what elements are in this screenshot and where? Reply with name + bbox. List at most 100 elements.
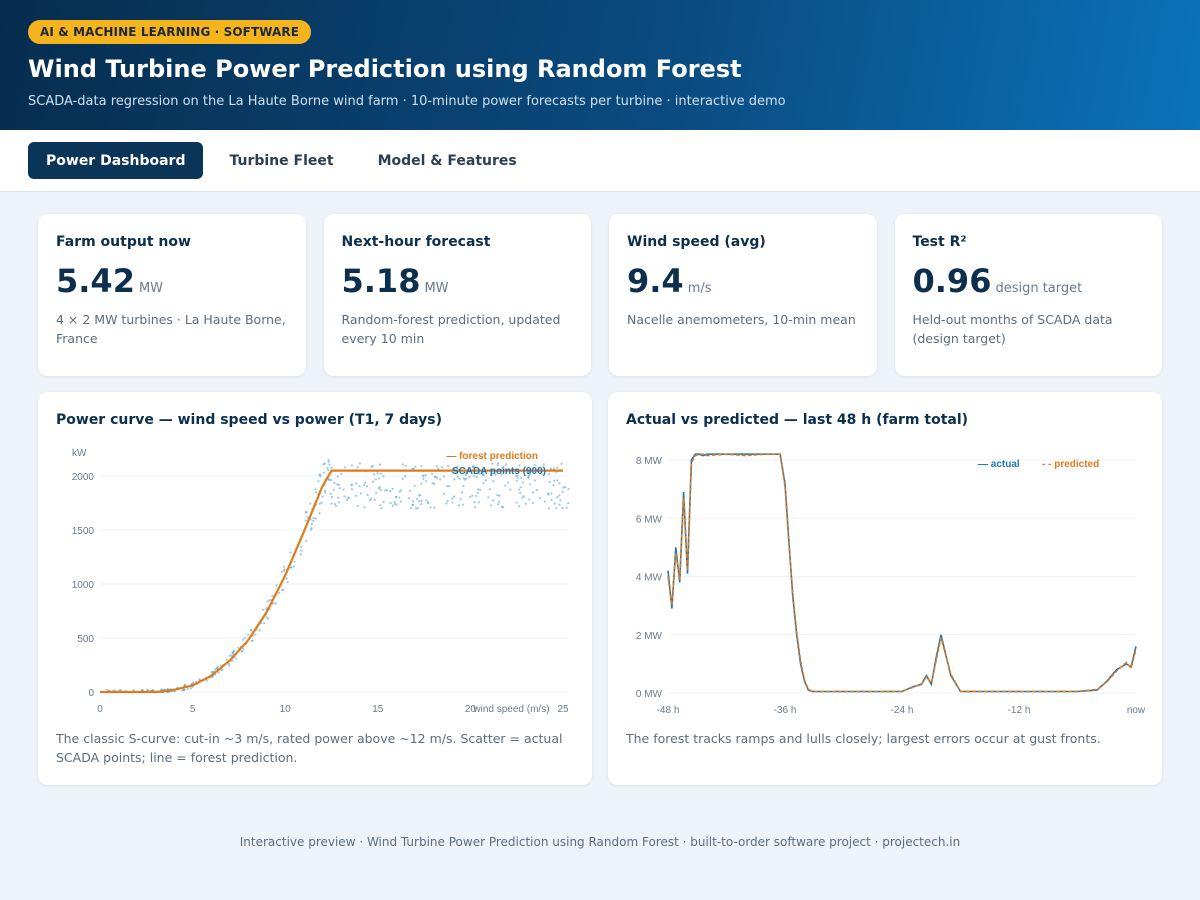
scada-point	[249, 628, 253, 631]
scada-point	[553, 479, 556, 482]
scada-point	[333, 481, 336, 485]
scada-point	[475, 475, 479, 479]
scada-point	[414, 465, 417, 468]
scada-point	[498, 494, 501, 497]
scada-point	[464, 473, 467, 477]
scada-point	[561, 507, 564, 510]
scada-point	[489, 473, 493, 476]
x-tick-label: 25	[557, 704, 569, 715]
scada-point	[240, 650, 243, 653]
y-tick-label: 1500	[72, 526, 95, 537]
scada-point	[337, 496, 340, 499]
scada-point	[422, 477, 425, 481]
scada-point	[267, 599, 271, 602]
scada-point	[228, 654, 232, 657]
scada-point	[441, 466, 444, 469]
kpi-card-next-hour-forecast: Next-hour forecast 5.18 MW Random-forest…	[323, 214, 591, 376]
scada-point	[433, 482, 436, 486]
scada-point	[458, 477, 461, 480]
scada-point	[454, 471, 457, 475]
y-tick-label: 500	[77, 634, 94, 645]
scada-point	[413, 484, 416, 487]
tab-power-dashboard[interactable]: Power Dashboard	[28, 142, 204, 179]
scada-point	[418, 500, 421, 503]
scada-point	[317, 480, 320, 483]
kpi-unit: design target	[995, 281, 1083, 296]
scada-point	[411, 503, 415, 507]
chart-caption: The forest tracks ramps and lulls closel…	[626, 731, 1101, 746]
scada-point	[549, 467, 552, 470]
scada-point	[271, 594, 274, 598]
scada-point	[391, 504, 394, 507]
scada-point	[555, 506, 558, 510]
scada-point	[473, 506, 477, 509]
scada-point	[300, 549, 303, 552]
scada-point	[531, 491, 535, 494]
x-tick-label: 15	[372, 704, 384, 715]
scada-point	[433, 475, 437, 479]
scada-point	[214, 668, 217, 671]
scada-point	[359, 492, 362, 495]
prediction-line	[100, 469, 563, 694]
scada-point	[521, 481, 524, 484]
scada-point	[231, 659, 234, 662]
scada-point	[389, 501, 392, 505]
scada-point	[280, 588, 284, 592]
scada-point	[404, 464, 407, 467]
hero-banner: AI & MACHINE LEARNING · SOFTWARE Wind Tu…	[0, 0, 1200, 130]
y-tick-label: 0 MW	[636, 689, 663, 700]
scada-point	[358, 485, 361, 488]
scada-point	[365, 485, 369, 488]
scada-point	[186, 687, 189, 691]
scada-point	[478, 472, 481, 475]
scada-point	[442, 475, 446, 478]
scada-point	[559, 499, 562, 502]
scada-point	[384, 489, 387, 492]
scada-point	[425, 499, 428, 502]
actual-vs-predicted-panel: Actual vs predicted — last 48 h (farm to…	[608, 392, 1162, 785]
kpi-unit: MW	[138, 281, 164, 296]
scada-point	[322, 471, 325, 474]
scada-point	[398, 496, 401, 499]
x-tick-label: -24 h	[891, 705, 914, 716]
scada-point	[461, 503, 465, 506]
x-tick-label: -36 h	[774, 705, 797, 716]
scada-point	[469, 495, 472, 498]
scada-point	[475, 494, 478, 498]
scada-point	[556, 496, 559, 499]
scada-point	[243, 636, 247, 639]
scada-point	[379, 472, 382, 475]
scada-point	[285, 577, 288, 580]
scada-point	[350, 483, 353, 487]
y-tick-label: 8 MW	[636, 456, 663, 467]
scada-point	[519, 486, 522, 489]
chart-title: Actual vs predicted — last 48 h (farm to…	[626, 412, 969, 428]
scada-point	[543, 500, 546, 503]
scada-point	[465, 472, 468, 475]
scada-point	[524, 502, 527, 505]
tab-model-features[interactable]: Model & Features	[377, 152, 517, 169]
scada-point	[409, 506, 413, 510]
scada-point	[528, 473, 531, 476]
kpi-value: 5.42	[56, 262, 135, 300]
scada-point	[320, 501, 323, 504]
scada-point	[547, 473, 551, 476]
scada-point	[533, 479, 537, 482]
scada-point	[433, 506, 436, 509]
scada-point	[282, 569, 286, 572]
scada-point	[314, 517, 317, 520]
footer-text: Interactive preview · Wind Turbine Power…	[239, 835, 961, 849]
scada-point	[496, 503, 500, 506]
scada-point	[517, 488, 521, 491]
scada-point	[376, 472, 379, 475]
scada-point	[411, 500, 415, 503]
scada-point	[489, 504, 493, 507]
tab-turbine-fleet[interactable]: Turbine Fleet	[229, 152, 334, 169]
kpi-label: Farm output now	[56, 234, 191, 250]
scada-point	[323, 462, 326, 465]
scada-point	[358, 462, 362, 465]
kpi-note: Random-forest prediction, updated every …	[341, 312, 561, 346]
scada-point	[472, 465, 475, 468]
scada-point	[431, 481, 434, 485]
scada-point	[414, 507, 418, 510]
